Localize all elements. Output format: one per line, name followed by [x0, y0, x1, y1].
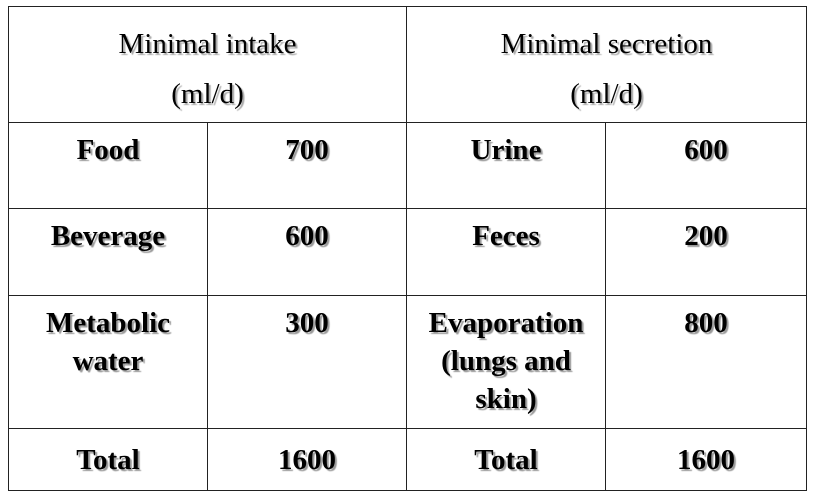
table-body: Minimal intake (ml/d) Minimal secretion (ml…	[8, 6, 807, 491]
water-balance-table: Minimal intake (ml/d) Minimal secretion (ml…	[8, 6, 807, 491]
header-text: (ml/d)	[171, 78, 244, 110]
table-cell: 600	[207, 208, 407, 296]
table-cell: Feces	[406, 208, 606, 296]
table-cell: 1600	[605, 428, 807, 491]
table-row: Metabolic water 300 Evaporation (lungs and…	[8, 295, 807, 429]
table-row: Food 700 Urine 600	[8, 122, 807, 209]
header-cell: Minimal secretion (ml/d)	[406, 6, 807, 123]
table-cell: 700	[207, 122, 407, 209]
table-cell: Metabolic water	[8, 295, 208, 429]
table-cell: 1600	[207, 428, 407, 491]
table-cell: Urine	[406, 122, 606, 209]
table-cell: Food	[8, 122, 208, 209]
table-cell: 200	[605, 208, 807, 296]
table-cell: Beverage	[8, 208, 208, 296]
header-row: Minimal intake (ml/d) Minimal secretion (ml…	[8, 6, 807, 123]
table-row: Beverage 600 Feces 200	[8, 208, 807, 296]
table-cell: 800	[605, 295, 807, 429]
table-cell: Evaporation (lungs and skin)	[406, 295, 606, 429]
header-text: Minimal secretion	[500, 28, 713, 60]
table-cell: Total	[406, 428, 606, 491]
header-text: (ml/d)	[570, 78, 643, 110]
header-text: Minimal intake	[118, 28, 297, 60]
table-row: Total 1600 Total 1600	[8, 428, 807, 491]
table-cell: 300	[207, 295, 407, 429]
table-cell: Total	[8, 428, 208, 491]
header-cell: Minimal intake (ml/d)	[8, 6, 407, 123]
table-cell: 600	[605, 122, 807, 209]
